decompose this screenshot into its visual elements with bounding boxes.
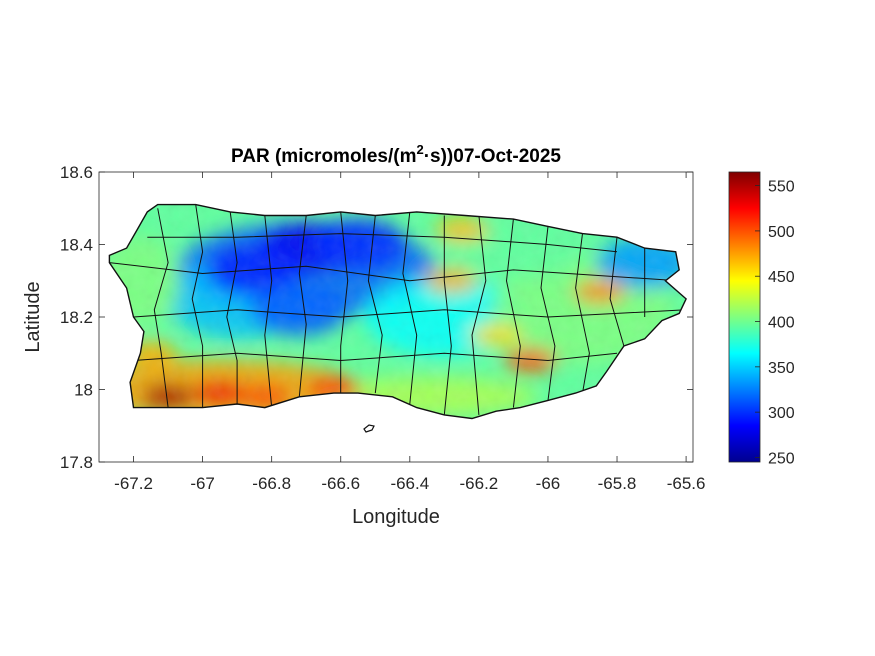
- y-axis-label: Latitude: [22, 281, 44, 352]
- municipality-boundary: [609, 237, 625, 347]
- title-superscript: 2: [416, 142, 423, 157]
- y-axis-ticks: 17.8 18 18.2 18.4 18.6: [60, 163, 693, 472]
- x-tick-label: -65.8: [598, 474, 637, 493]
- x-tick-label: -66: [536, 474, 561, 493]
- municipality-boundary: [471, 215, 487, 415]
- municipality-boundary: [367, 215, 383, 394]
- x-axis-label: Longitude: [352, 506, 440, 528]
- municipality-boundary: [153, 208, 169, 408]
- municipality-boundaries: [109, 204, 687, 415]
- y-tick-label: 18.2: [60, 308, 93, 327]
- y-tick-label: 18.4: [60, 236, 93, 255]
- x-tick-label: -66.6: [321, 474, 360, 493]
- municipality-boundary: [191, 204, 204, 408]
- municipality-boundary: [402, 211, 418, 405]
- colorbar-tick-label: 450: [768, 269, 795, 286]
- title-suffix: ·s))07-Oct-2025: [424, 146, 562, 167]
- municipality-boundary: [147, 233, 618, 253]
- x-tick-label: -65.6: [667, 474, 706, 493]
- y-tick-label: 17.8: [60, 453, 93, 472]
- x-tick-label: -67: [190, 474, 215, 493]
- municipality-boundary: [340, 211, 349, 394]
- colorbar: [728, 171, 761, 463]
- x-axis-ticks: -67.2 -67 -66.8 -66.6 -66.4 -66.2 -66 -65.8 -65.…: [114, 172, 705, 493]
- municipality-boundary: [443, 215, 452, 415]
- offshore-islet: [363, 424, 375, 433]
- chart-title: PAR (micromoles/(m2·s))07-Oct-2025: [231, 142, 561, 167]
- colorbar-tick-label: 550: [768, 179, 795, 196]
- colorbar-tick-label: 350: [768, 360, 795, 377]
- municipality-boundary: [575, 233, 590, 394]
- x-tick-label: -66.8: [252, 474, 291, 493]
- municipality-boundary: [109, 262, 680, 282]
- x-tick-label: -66.4: [390, 474, 429, 493]
- title-prefix: PAR (micromoles/(m: [231, 146, 416, 167]
- municipality-boundary: [133, 352, 618, 362]
- colorbar-ticks: 250 300 350 400 450 500 550: [755, 179, 795, 467]
- island-outline: [108, 203, 687, 420]
- colorbar-tick-label: 300: [768, 405, 795, 422]
- colorbar-tick-label: 250: [768, 450, 795, 467]
- municipality-boundary: [133, 309, 687, 318]
- x-tick-label: -66.2: [460, 474, 499, 493]
- colorbar-tick-label: 400: [768, 315, 795, 332]
- y-tick-label: 18: [74, 381, 93, 400]
- municipality-boundary: [505, 219, 521, 408]
- municipality-boundary: [298, 215, 307, 397]
- municipality-boundary: [264, 215, 273, 408]
- colorbar-tick-label: 500: [768, 224, 795, 241]
- x-tick-label: -67.2: [114, 474, 153, 493]
- municipality-boundary: [226, 211, 238, 404]
- y-tick-label: 18.6: [60, 163, 93, 182]
- par-heatmap: [109, 204, 687, 419]
